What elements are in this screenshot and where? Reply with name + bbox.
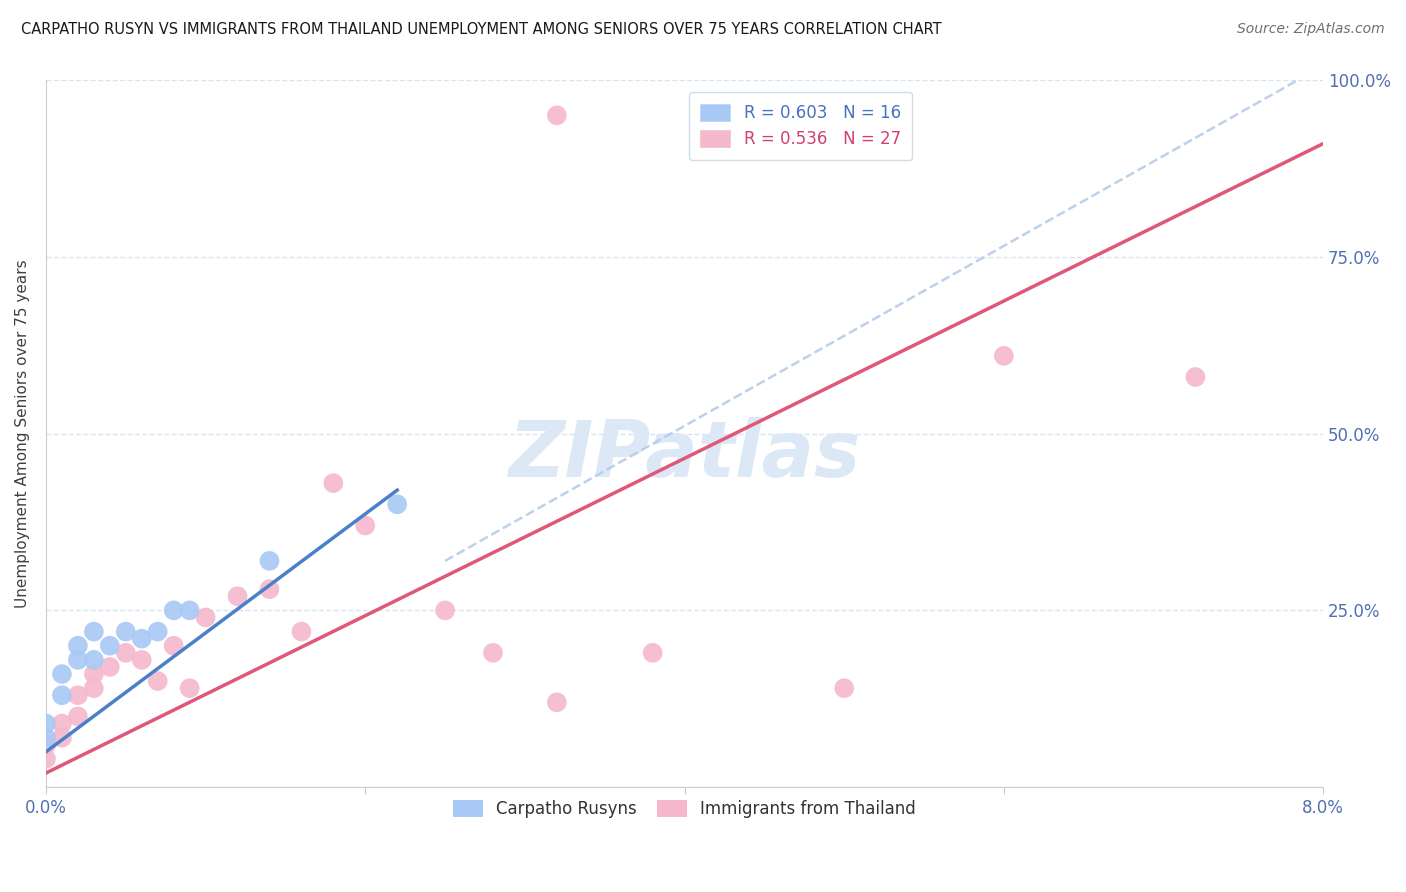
Point xyxy=(51,688,73,702)
Point xyxy=(83,681,105,695)
Point xyxy=(83,624,105,639)
Point xyxy=(51,731,73,745)
Point xyxy=(832,681,855,695)
Point xyxy=(434,603,457,617)
Point xyxy=(35,731,58,745)
Point xyxy=(114,646,136,660)
Point xyxy=(98,660,121,674)
Text: CARPATHO RUSYN VS IMMIGRANTS FROM THAILAND UNEMPLOYMENT AMONG SENIORS OVER 75 YE: CARPATHO RUSYN VS IMMIGRANTS FROM THAILA… xyxy=(21,22,942,37)
Point xyxy=(83,653,105,667)
Point xyxy=(51,667,73,681)
Point xyxy=(385,497,408,511)
Point xyxy=(51,716,73,731)
Point xyxy=(259,582,281,596)
Point xyxy=(98,639,121,653)
Point xyxy=(322,476,344,491)
Text: ZIPatlas: ZIPatlas xyxy=(509,417,860,492)
Point xyxy=(114,624,136,639)
Point xyxy=(131,632,153,646)
Point xyxy=(66,688,89,702)
Point xyxy=(131,653,153,667)
Point xyxy=(163,603,186,617)
Point xyxy=(35,738,58,752)
Point xyxy=(546,695,568,709)
Point xyxy=(146,674,169,689)
Point xyxy=(194,610,217,624)
Point xyxy=(179,681,201,695)
Point xyxy=(66,653,89,667)
Point xyxy=(259,554,281,568)
Point xyxy=(1184,370,1206,384)
Point xyxy=(66,639,89,653)
Point xyxy=(66,709,89,723)
Point xyxy=(83,667,105,681)
Point xyxy=(354,518,377,533)
Point xyxy=(35,752,58,766)
Text: Source: ZipAtlas.com: Source: ZipAtlas.com xyxy=(1237,22,1385,37)
Point xyxy=(993,349,1015,363)
Point xyxy=(146,624,169,639)
Point xyxy=(163,639,186,653)
Point xyxy=(290,624,312,639)
Point xyxy=(179,603,201,617)
Legend: Carpatho Rusyns, Immigrants from Thailand: Carpatho Rusyns, Immigrants from Thailan… xyxy=(446,793,922,825)
Y-axis label: Unemployment Among Seniors over 75 years: Unemployment Among Seniors over 75 years xyxy=(15,260,30,607)
Point xyxy=(226,589,249,603)
Point xyxy=(35,716,58,731)
Point xyxy=(546,108,568,122)
Point xyxy=(641,646,664,660)
Point xyxy=(482,646,505,660)
